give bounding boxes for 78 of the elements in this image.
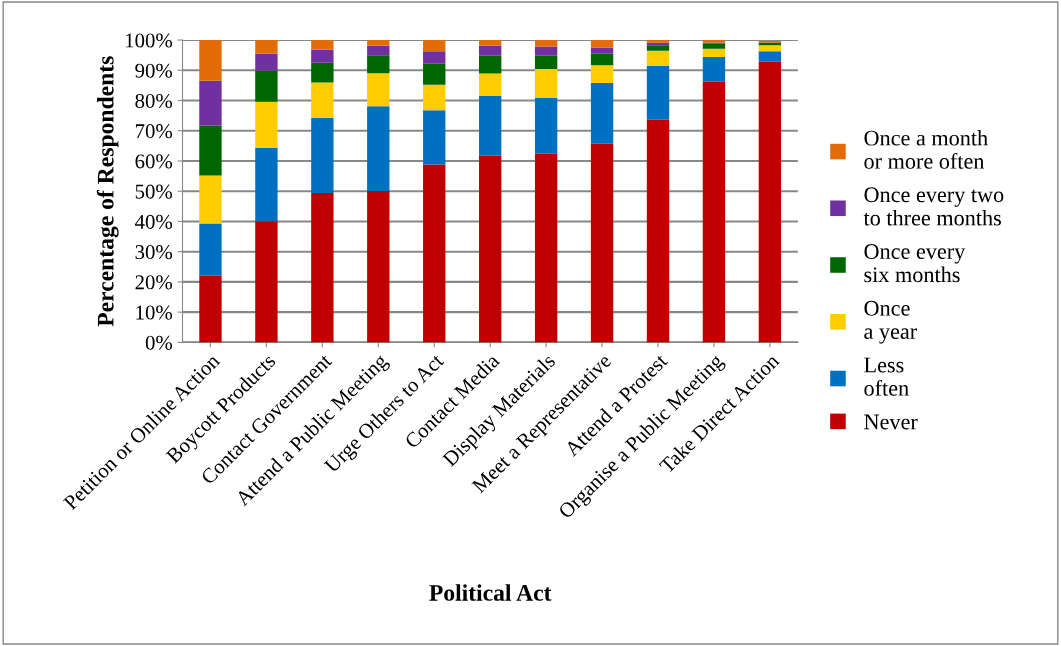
bar — [758, 61, 782, 343]
y-tick-label: 30% — [135, 245, 173, 260]
bar — [423, 84, 446, 111]
y-tick-label: 50% — [135, 184, 173, 199]
y-tick-label: 60% — [135, 154, 173, 169]
bar — [702, 56, 726, 82]
bar — [478, 55, 502, 74]
bar — [534, 153, 558, 343]
bar — [478, 45, 502, 56]
bar — [702, 81, 726, 343]
bar — [255, 221, 278, 343]
bar — [311, 117, 334, 194]
bar — [199, 40, 222, 81]
bar — [255, 147, 278, 222]
bar — [367, 190, 390, 343]
bar — [590, 40, 614, 48]
bar — [646, 119, 670, 343]
bar — [423, 110, 446, 165]
bar — [199, 175, 222, 224]
y-tick-label: 70% — [135, 124, 173, 139]
bar — [255, 40, 278, 54]
bar — [758, 51, 782, 62]
bar — [646, 65, 670, 120]
bar — [311, 40, 334, 50]
bar — [367, 40, 390, 46]
legend-label: Once a month or more often — [864, 129, 988, 169]
bar — [199, 125, 222, 176]
x-axis-title: Political Act — [429, 584, 552, 601]
bar — [590, 53, 614, 66]
bar — [646, 45, 670, 51]
y-tick-label: 80% — [135, 93, 173, 109]
y-tick-label: 90% — [135, 63, 173, 78]
bar — [702, 48, 726, 57]
bar — [367, 73, 390, 107]
bar — [255, 101, 278, 148]
bar — [534, 98, 558, 154]
bar — [423, 164, 446, 343]
bar — [199, 275, 222, 343]
y-tick-label: 0% — [145, 335, 173, 350]
bar — [534, 69, 558, 99]
bar — [423, 40, 446, 52]
bar — [255, 70, 278, 102]
bar — [423, 63, 446, 85]
y-tick-label: 20% — [135, 275, 173, 290]
bar — [367, 55, 390, 74]
bar — [534, 46, 558, 56]
y-axis-title: Percentage of Respondents — [96, 56, 119, 327]
bar — [311, 82, 334, 118]
bar — [590, 47, 614, 54]
y-tick-label: 100% — [126, 33, 173, 48]
bar — [758, 45, 782, 52]
legend-label: Never — [864, 414, 918, 430]
y-tick-label: 10% — [136, 305, 173, 320]
bar — [367, 106, 390, 191]
bar — [311, 193, 334, 343]
bar — [478, 40, 502, 46]
legend-label: Less often — [864, 357, 909, 396]
bar — [590, 143, 614, 343]
legend-label: Once every two to three months — [863, 187, 1004, 226]
bar — [311, 49, 334, 63]
bar — [199, 223, 222, 276]
bar — [478, 155, 502, 343]
bar — [646, 50, 670, 66]
bar — [255, 53, 278, 71]
bar — [590, 65, 614, 83]
bar — [478, 73, 502, 96]
bar — [534, 55, 558, 70]
bar — [590, 82, 614, 144]
bar — [311, 62, 334, 83]
bar — [478, 95, 502, 156]
bar — [534, 40, 558, 47]
bar — [199, 80, 222, 126]
bar — [702, 43, 726, 49]
legend-label: Once every six months — [864, 244, 966, 283]
bar — [367, 45, 390, 56]
legend-label: Once a year — [864, 300, 917, 344]
y-tick-label: 40% — [134, 214, 173, 229]
bar — [423, 51, 446, 64]
